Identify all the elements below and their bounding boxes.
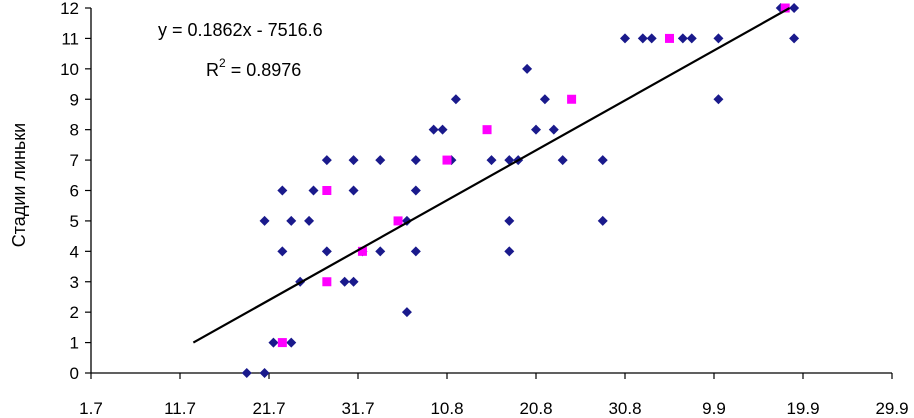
data-point-diamond <box>713 33 724 44</box>
y-tick-label: 0 <box>70 364 79 383</box>
data-point-diamond <box>286 337 297 348</box>
trend-equation: y = 0.1862x - 7516.6 <box>158 20 323 40</box>
data-point-diamond <box>259 368 270 378</box>
data-point-diamond <box>259 215 270 226</box>
trendline <box>192 7 791 344</box>
y-axis-title: Стадии линьки <box>9 123 29 247</box>
data-point-diamond <box>268 337 279 348</box>
x-tick-label: 9.9 <box>702 399 726 418</box>
data-point-diamond <box>557 155 568 166</box>
data-point-diamond <box>304 215 315 226</box>
data-point-diamond <box>308 185 319 196</box>
data-point-diamond <box>321 246 332 257</box>
x-tick-label: 29.9 <box>875 399 908 418</box>
y-tick-label: 12 <box>60 0 79 18</box>
data-point-square <box>322 277 332 287</box>
data-point-diamond <box>504 215 515 226</box>
data-point-square <box>277 338 287 348</box>
data-point-square <box>357 246 367 256</box>
data-point-diamond <box>486 155 497 166</box>
data-point-diamond <box>637 33 648 44</box>
x-tick-label: 10.8 <box>430 399 463 418</box>
data-point-diamond <box>597 155 608 166</box>
data-point-diamond <box>789 3 800 13</box>
y-tick-label: 8 <box>70 121 79 140</box>
r-squared-label: R2 = 0.8976 <box>206 56 301 80</box>
data-point-square <box>567 94 577 104</box>
data-point-square <box>665 33 674 43</box>
data-point-diamond <box>597 215 608 226</box>
data-point-square <box>482 125 492 135</box>
data-point-diamond <box>348 185 359 196</box>
x-tick-label: 20.8 <box>519 399 552 418</box>
data-point-diamond <box>677 33 688 44</box>
data-point-diamond <box>548 124 559 135</box>
data-point-diamond <box>450 94 461 105</box>
y-tick-label: 2 <box>70 303 79 322</box>
data-points <box>241 3 800 378</box>
x-tick-label: 19.9 <box>786 399 819 418</box>
data-point-diamond <box>348 155 359 166</box>
data-point-diamond <box>410 155 421 166</box>
data-point-diamond <box>504 155 515 166</box>
y-tick-label: 10 <box>60 60 79 79</box>
data-point-diamond <box>646 33 657 44</box>
x-tick-label: 21.7 <box>252 399 285 418</box>
data-point-square <box>780 3 790 13</box>
data-point-diamond <box>522 63 533 74</box>
y-tick-label: 1 <box>70 334 79 353</box>
data-point-diamond <box>428 124 439 135</box>
data-point-diamond <box>504 246 515 257</box>
data-point-square <box>442 155 452 165</box>
y-tick-label: 5 <box>70 212 79 231</box>
data-point-diamond <box>410 185 421 196</box>
y-tick-label: 7 <box>70 151 79 170</box>
data-point-diamond <box>241 368 252 378</box>
data-point-diamond <box>686 33 697 44</box>
y-tick-label: 9 <box>70 90 79 109</box>
x-tick-label: 31.7 <box>341 399 374 418</box>
data-point-diamond <box>375 155 386 166</box>
data-point-square <box>393 216 403 226</box>
x-tick-label: 1.7 <box>79 399 103 418</box>
data-point-diamond <box>713 94 724 105</box>
data-point-diamond <box>437 124 448 135</box>
data-point-diamond <box>277 185 288 196</box>
data-point-diamond <box>789 33 800 44</box>
data-point-diamond <box>410 246 421 257</box>
y-tick-label: 4 <box>70 242 79 261</box>
data-point-diamond <box>339 276 350 287</box>
data-point-diamond <box>375 246 386 257</box>
y-tick-label: 3 <box>70 273 79 292</box>
data-point-diamond <box>401 307 412 318</box>
data-point-diamond <box>348 276 359 287</box>
data-point-square <box>322 186 332 195</box>
data-point-diamond <box>539 94 550 105</box>
x-tick-label: 30.8 <box>608 399 641 418</box>
data-point-diamond <box>277 246 288 257</box>
data-point-diamond <box>620 33 630 44</box>
data-point-diamond <box>286 215 297 226</box>
data-point-diamond <box>321 155 332 166</box>
data-point-diamond <box>531 124 541 135</box>
y-tick-label: 6 <box>70 182 79 201</box>
y-tick-label: 11 <box>61 29 79 48</box>
x-tick-label: 11.7 <box>164 399 196 418</box>
